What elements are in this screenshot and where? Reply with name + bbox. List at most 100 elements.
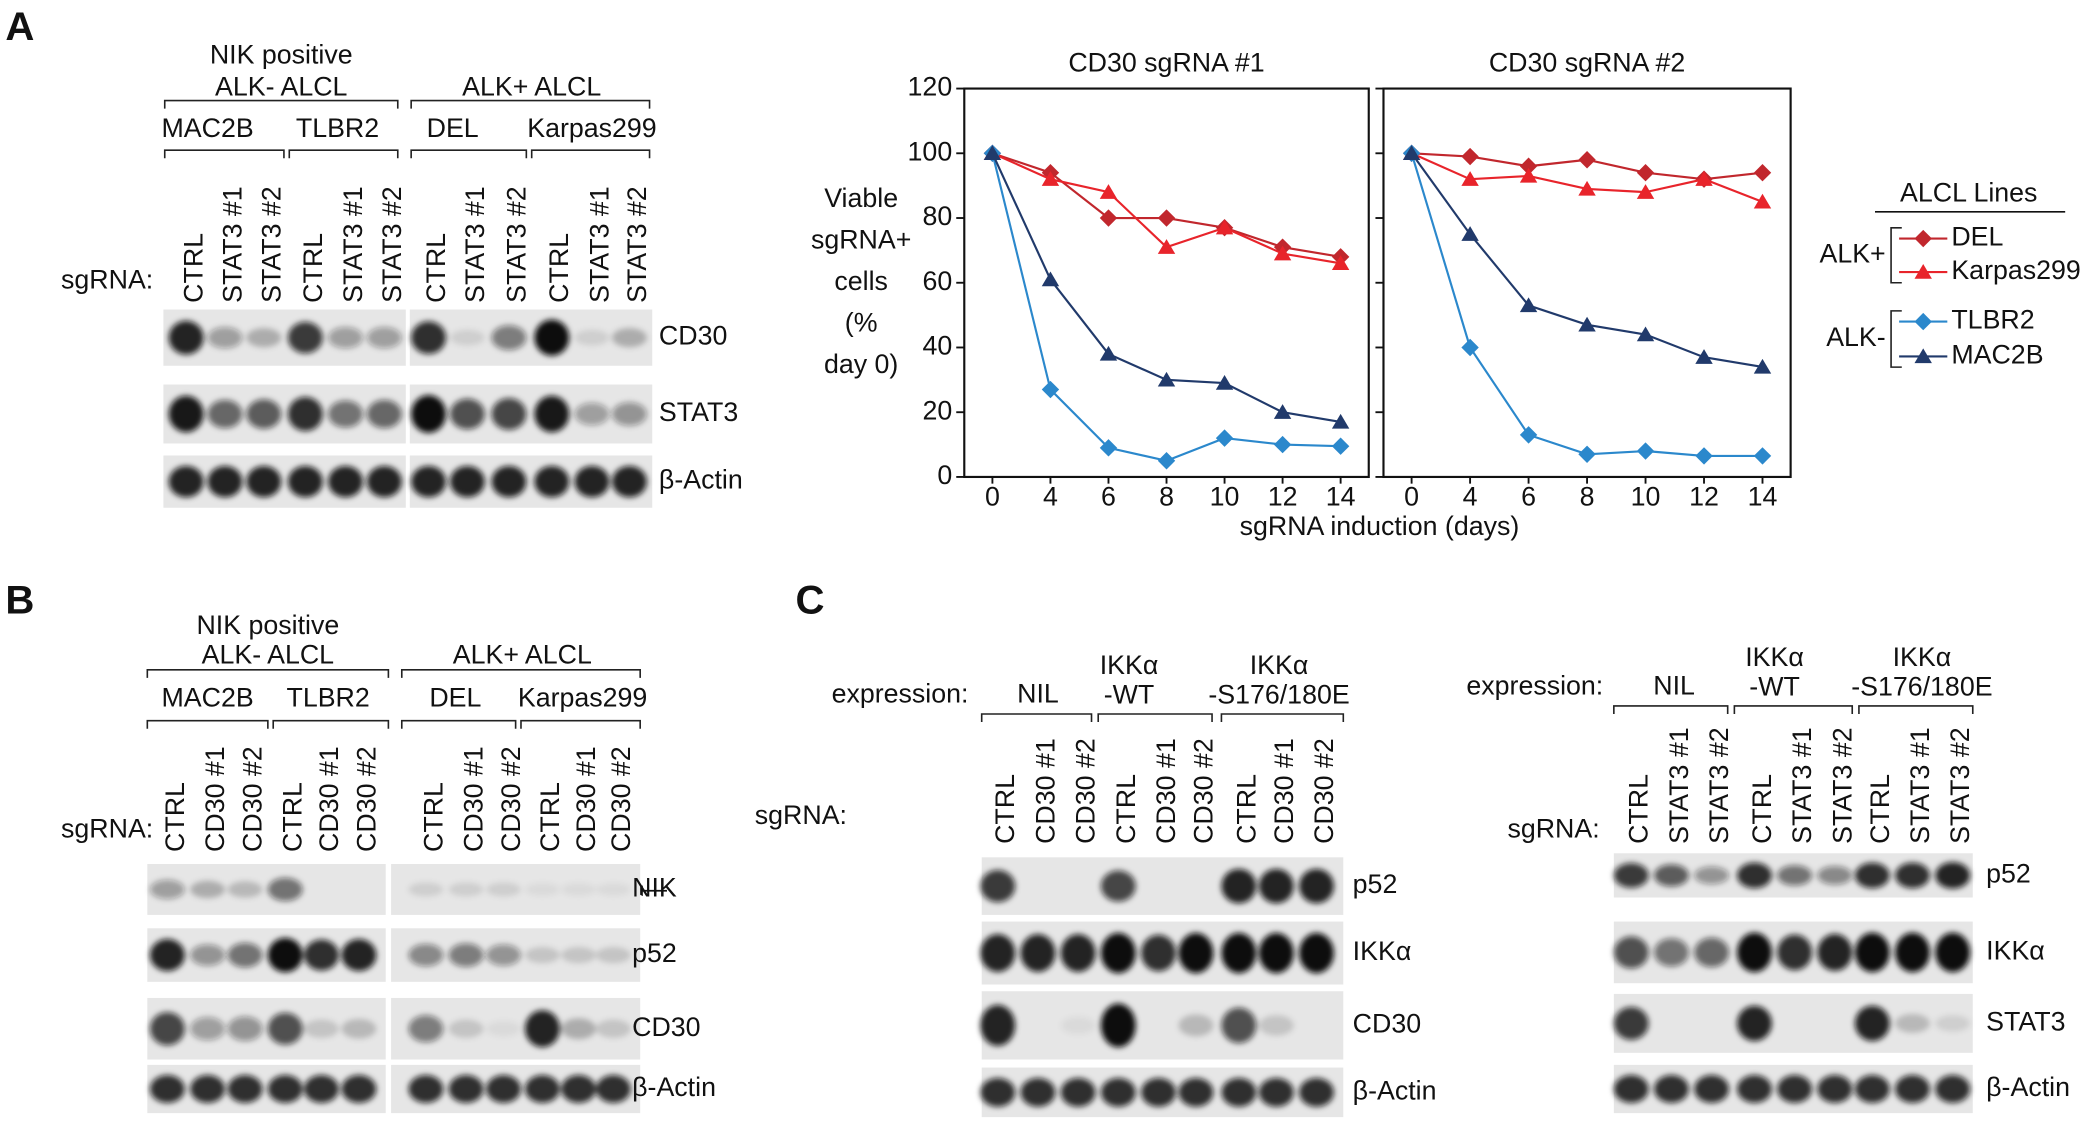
band [1737, 862, 1772, 889]
marker [1331, 413, 1350, 429]
legend-bracket [1890, 227, 1902, 284]
group-title: NIK positive [196, 610, 339, 640]
band [1694, 937, 1730, 968]
lane-label: STAT3 #1 [1664, 727, 1694, 844]
band-label: STAT3 [659, 397, 738, 427]
band [267, 1012, 303, 1045]
y-tick-label: 20 [922, 395, 952, 425]
lane-label: CD30 #2 [496, 746, 526, 852]
bracket [146, 719, 269, 729]
y-tick-label: 0 [937, 460, 952, 490]
y-axis-label: Viable [824, 183, 898, 213]
band [1020, 1077, 1056, 1107]
band [1178, 1014, 1214, 1037]
group-title: ALK+ ALCL [462, 72, 601, 102]
bracket [272, 719, 390, 729]
band [287, 465, 323, 498]
marker [1695, 171, 1713, 186]
chart-title: CD30 sgRNA #2 [1489, 48, 1685, 78]
blot-membrane [163, 455, 406, 508]
band [612, 328, 647, 348]
band [1258, 1077, 1294, 1107]
lane-label: STAT3 #2 [1945, 727, 1975, 844]
band [612, 465, 647, 498]
lane-label: STAT3 #2 [501, 186, 531, 303]
band [1737, 1005, 1772, 1042]
band [207, 465, 243, 498]
marker [1331, 255, 1350, 271]
band [1737, 932, 1772, 973]
band [1221, 1077, 1257, 1107]
band [1694, 866, 1730, 885]
band [574, 465, 610, 498]
band [980, 1077, 1016, 1107]
band [267, 877, 303, 902]
band [1221, 932, 1257, 974]
y-tick-label: 60 [922, 266, 952, 296]
band [1935, 862, 1971, 889]
lane-label: CD30 #1 [314, 746, 344, 852]
band-label: IKKα [1353, 936, 1412, 966]
marker [1041, 171, 1060, 186]
expression-label: expression: [832, 678, 969, 708]
band [1935, 1015, 1971, 1032]
marker [1461, 338, 1479, 357]
band [1613, 863, 1649, 888]
band [227, 881, 263, 898]
blot-bands [150, 1010, 631, 1048]
chart-title: CD30 sgRNA #1 [1068, 48, 1264, 78]
marker [1461, 226, 1479, 241]
marker [1215, 429, 1234, 447]
lane-label: CD30 #2 [1188, 738, 1218, 844]
lane-label: STAT3 #2 [622, 186, 652, 303]
band [366, 399, 402, 429]
marker [1636, 184, 1655, 199]
band [595, 1075, 631, 1103]
legend-label: DEL [1951, 222, 2003, 252]
band [1694, 1075, 1730, 1103]
marker [1041, 380, 1060, 399]
band [1613, 1075, 1649, 1103]
band [525, 1075, 560, 1103]
band [980, 1004, 1016, 1046]
blot-bands [980, 868, 1334, 904]
band [491, 465, 527, 498]
band [1178, 932, 1214, 974]
blot-bands [168, 395, 647, 433]
marker [983, 145, 1002, 160]
band [328, 326, 363, 349]
y-tick-label: 120 [908, 72, 953, 102]
band [450, 398, 485, 430]
cell-line-label: Karpas299 [518, 682, 647, 712]
lane-label: CTRL [1624, 774, 1654, 844]
lane-label: CD30 #1 [571, 746, 601, 852]
lane-label: STAT3 #1 [460, 186, 490, 303]
marker [1157, 239, 1176, 254]
marker [1519, 297, 1538, 313]
band [1060, 934, 1096, 972]
marker [1914, 312, 1932, 331]
panel-label: C [796, 577, 825, 622]
bracket [400, 719, 517, 729]
band [448, 882, 484, 897]
band [1299, 868, 1334, 904]
band [150, 879, 185, 900]
legend-group: ALK+ [1819, 238, 1885, 268]
band-label: β-Actin [1353, 1075, 1437, 1105]
band [341, 1075, 377, 1103]
y-tick-label: 80 [922, 201, 952, 231]
band [525, 1010, 560, 1048]
group-title: NIL [1653, 670, 1695, 700]
lane-label: STAT3 #1 [584, 186, 614, 303]
marker [1914, 348, 1932, 364]
cell-line-label: TLBR2 [286, 682, 369, 712]
y-axis-label: sgRNA+ [811, 224, 911, 254]
band-label: CD30 [659, 321, 727, 351]
x-tick-label: 10 [1210, 481, 1240, 511]
band [411, 395, 446, 433]
bracket [1858, 705, 1974, 714]
marker [1636, 442, 1655, 460]
legend-label: TLBR2 [1951, 305, 2034, 335]
marker [1914, 264, 1932, 279]
marker [1273, 435, 1292, 454]
